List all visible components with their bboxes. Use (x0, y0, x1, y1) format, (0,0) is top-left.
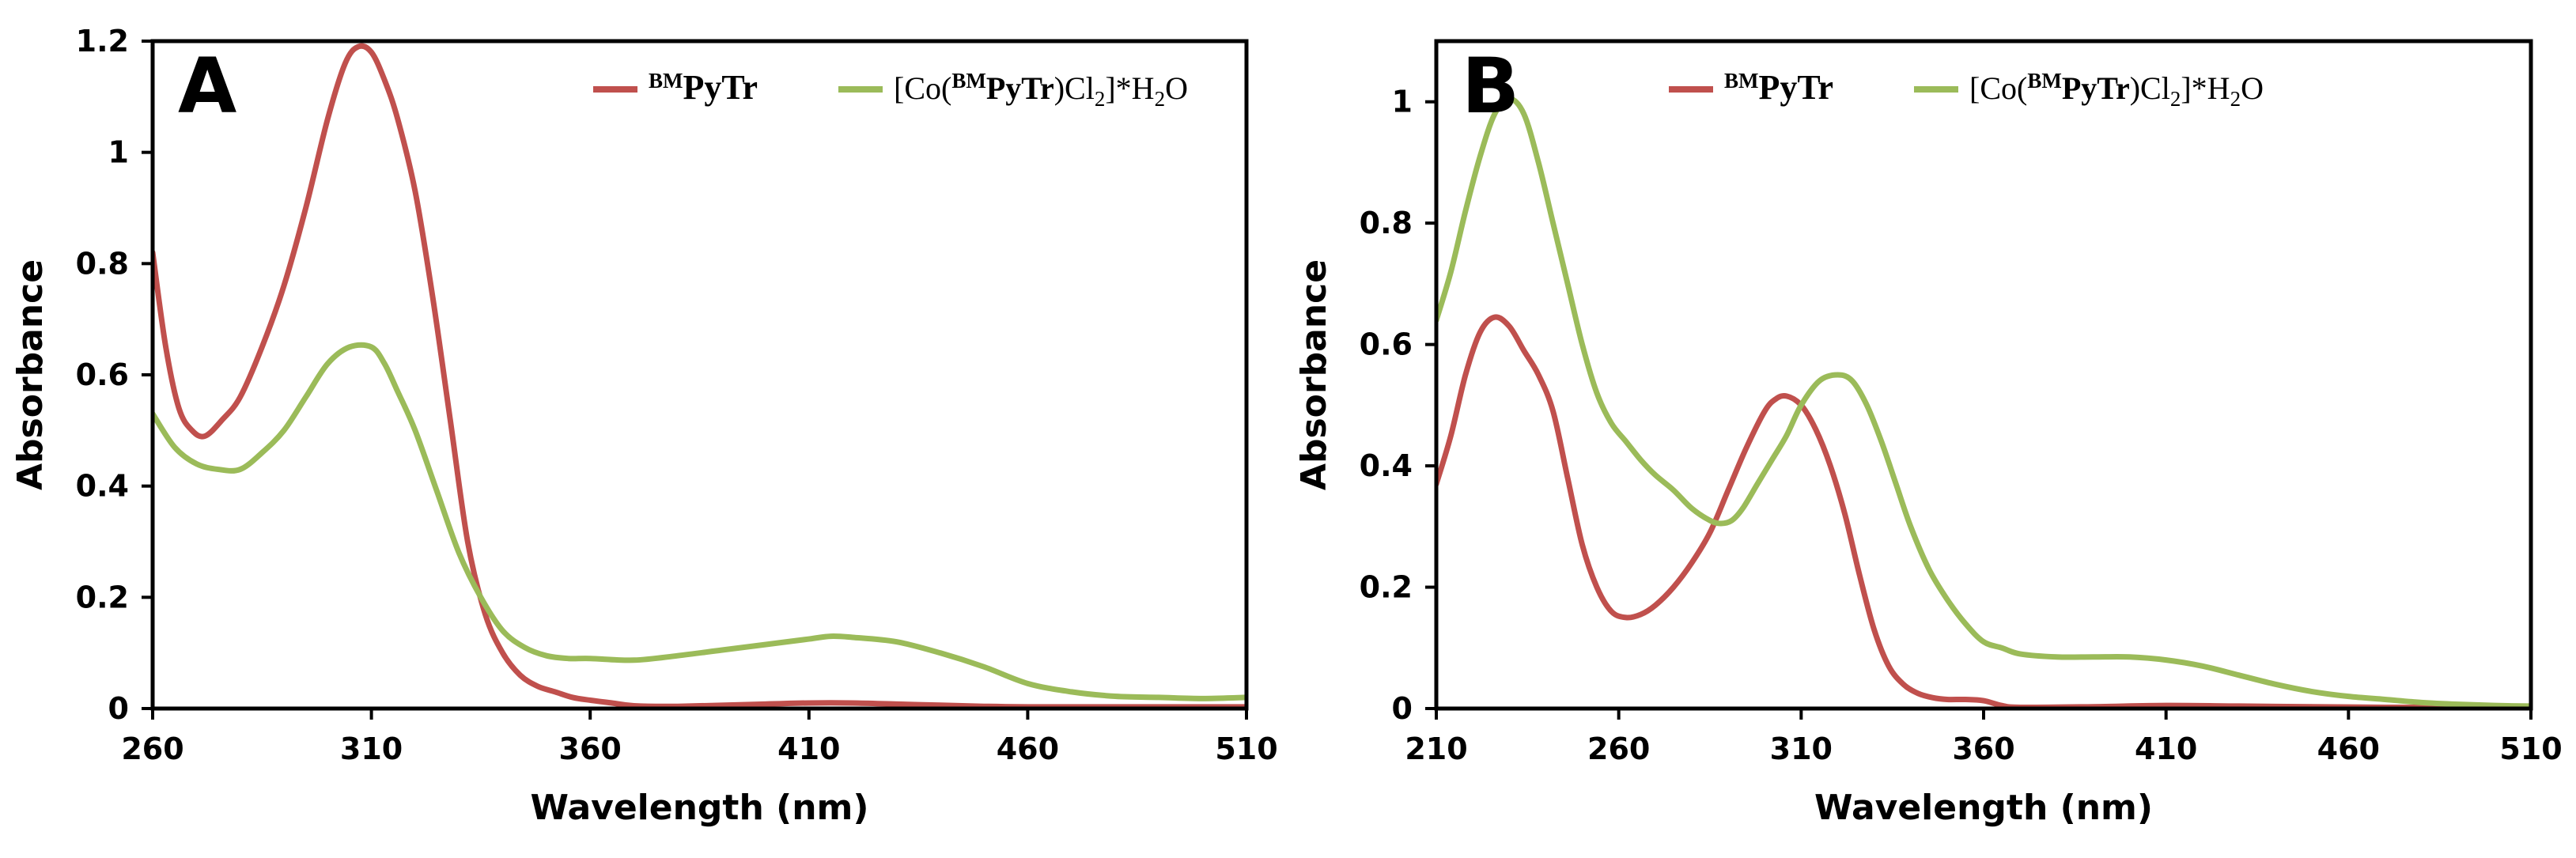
y-tick-label: 0.4 (76, 469, 129, 504)
legend-label-ligand: BMPyTr (1724, 68, 1833, 107)
x-tick-label: 210 (1405, 731, 1467, 766)
y-axis-label: Absorbance (10, 259, 51, 490)
legend-post: )Cl (2130, 70, 2170, 106)
y-axis-label: Absorbance (1294, 259, 1334, 490)
x-tick-label: 410 (2135, 731, 2197, 766)
legend-post: ]*H (1105, 70, 1154, 106)
chart-panel-b: 210 260 310 360 410 460 510 0 0.2 0.4 0.6 0.8 1 Wavel… (1294, 39, 2563, 828)
chart-panel-a: 260 310 360 410 460 510 0 0.2 0.4 0.6 0.8 1 1.2 Wavel… (10, 24, 1278, 828)
x-tick-label: 510 (2499, 731, 2562, 766)
y-tick-label: 1.2 (76, 24, 129, 59)
legend-post: ]*H (2181, 70, 2230, 106)
legend-sub: 2 (1155, 87, 1166, 111)
y-tick-label: 0.8 (76, 246, 129, 281)
series-line-complex (153, 342, 1246, 701)
legend-sup: BM (649, 69, 683, 93)
legend-main: PyTr (1759, 68, 1834, 107)
legend-sub: 2 (2170, 87, 2181, 111)
legend: BMPyTr [Co(BMPyTr)Cl2]*H2O (1669, 68, 2264, 111)
x-tick-label: 260 (121, 731, 183, 766)
legend-sup: BM (1724, 69, 1759, 93)
y-tick-label: 0.2 (76, 580, 129, 614)
panel-label: B (1462, 42, 1519, 130)
legend-sub: 2 (2230, 87, 2241, 111)
x-tick-label: 510 (1215, 731, 1277, 766)
legend-post: )Cl (1054, 70, 1095, 106)
legend-label-ligand: BMPyTr (649, 68, 758, 107)
x-tick-label: 460 (2317, 731, 2380, 766)
y-tick-label: 1 (108, 135, 129, 170)
y-tick-label: 0.4 (1360, 448, 1413, 483)
legend-pre: [Co( (1969, 70, 2027, 106)
legend: BMPyTr [Co(BMPyTr)Cl2]*H2O (593, 68, 1188, 111)
y-tick-label: 0.8 (1360, 206, 1413, 240)
y-tick-label: 1 (1392, 85, 1413, 119)
y-tick-label: 0.6 (76, 357, 129, 392)
x-axis-label: Wavelength (nm) (1814, 788, 2153, 828)
legend-post: O (1165, 70, 1188, 106)
y-tick-label: 0 (1392, 691, 1413, 726)
legend-label-complex: [Co(BMPyTr)Cl2]*H2O (1969, 69, 2264, 111)
panel-label: A (178, 42, 236, 130)
x-axis-label: Wavelength (nm) (531, 788, 869, 828)
x-tick-label: 310 (340, 731, 403, 766)
y-tick-label: 0 (108, 691, 129, 726)
x-tick-label: 360 (559, 731, 622, 766)
series-line-ligand (153, 43, 1246, 709)
x-tick-label: 460 (997, 731, 1059, 766)
x-tick-label: 410 (777, 731, 840, 766)
legend-label-complex: [Co(BMPyTr)Cl2]*H2O (894, 69, 1188, 111)
series-line-complex (1436, 96, 2531, 709)
legend-sub: 2 (1095, 87, 1106, 111)
legend-sup: BM (2027, 69, 2062, 93)
x-tick-label: 360 (1952, 731, 2014, 766)
legend-main: PyTr (2062, 70, 2130, 106)
legend-post: O (2241, 70, 2264, 106)
y-tick-label: 0.2 (1360, 570, 1413, 605)
legend-sup: BM (951, 69, 986, 93)
y-tick-label: 0.6 (1360, 327, 1413, 362)
x-tick-label: 310 (1770, 731, 1833, 766)
x-tick-label: 260 (1587, 731, 1650, 766)
legend-main: PyTr (986, 70, 1054, 106)
legend-main: PyTr (683, 68, 758, 107)
legend-pre: [Co( (894, 70, 951, 106)
